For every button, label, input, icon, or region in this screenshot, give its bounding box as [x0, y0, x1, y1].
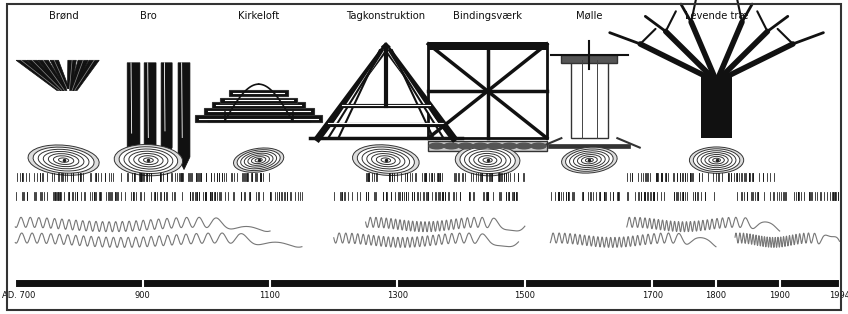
- Ellipse shape: [460, 147, 516, 174]
- Text: Levende træ: Levende træ: [685, 11, 748, 21]
- Ellipse shape: [573, 153, 605, 168]
- Text: 1900: 1900: [769, 291, 790, 300]
- Ellipse shape: [48, 154, 79, 167]
- Ellipse shape: [124, 149, 173, 171]
- Text: Mølle: Mølle: [576, 11, 603, 21]
- Ellipse shape: [134, 154, 163, 167]
- Ellipse shape: [255, 158, 262, 162]
- Ellipse shape: [570, 151, 609, 170]
- Polygon shape: [16, 60, 62, 90]
- Bar: [204, 108, 314, 115]
- Text: 1700: 1700: [642, 291, 663, 300]
- Ellipse shape: [465, 149, 510, 171]
- Ellipse shape: [241, 151, 276, 169]
- Ellipse shape: [33, 147, 94, 173]
- Ellipse shape: [129, 151, 168, 169]
- Circle shape: [531, 143, 546, 149]
- Polygon shape: [178, 63, 190, 170]
- Polygon shape: [70, 60, 88, 90]
- Bar: [701, 75, 732, 138]
- Ellipse shape: [119, 147, 178, 174]
- Circle shape: [429, 143, 444, 149]
- Polygon shape: [144, 63, 156, 170]
- Ellipse shape: [705, 154, 728, 166]
- Circle shape: [516, 143, 532, 149]
- Ellipse shape: [455, 144, 520, 176]
- Text: AD. 700: AD. 700: [2, 291, 36, 300]
- Ellipse shape: [381, 158, 391, 162]
- Ellipse shape: [566, 149, 613, 171]
- Circle shape: [458, 143, 473, 149]
- Polygon shape: [50, 60, 70, 89]
- Ellipse shape: [28, 145, 99, 175]
- Bar: [428, 44, 547, 138]
- Ellipse shape: [371, 154, 400, 167]
- Text: Bindingsværk: Bindingsværk: [453, 11, 522, 21]
- Polygon shape: [67, 60, 76, 89]
- Text: Brønd: Brønd: [48, 11, 79, 21]
- Ellipse shape: [233, 148, 284, 172]
- Polygon shape: [27, 60, 64, 90]
- Ellipse shape: [694, 149, 739, 171]
- Ellipse shape: [362, 149, 410, 171]
- Ellipse shape: [469, 151, 506, 169]
- Ellipse shape: [478, 156, 497, 165]
- Ellipse shape: [114, 144, 182, 176]
- Text: 1500: 1500: [515, 291, 535, 300]
- Circle shape: [488, 143, 503, 149]
- Ellipse shape: [59, 158, 69, 162]
- Bar: [428, 141, 547, 151]
- Ellipse shape: [709, 156, 724, 164]
- Polygon shape: [161, 63, 172, 160]
- Ellipse shape: [53, 156, 74, 165]
- Bar: [561, 55, 617, 63]
- Ellipse shape: [248, 155, 270, 165]
- Polygon shape: [72, 60, 99, 90]
- Circle shape: [472, 143, 488, 149]
- Ellipse shape: [577, 154, 601, 166]
- Ellipse shape: [585, 158, 594, 162]
- Bar: [212, 102, 305, 108]
- Text: 1300: 1300: [387, 291, 408, 300]
- Polygon shape: [127, 63, 140, 163]
- Ellipse shape: [367, 151, 404, 169]
- Ellipse shape: [582, 156, 597, 164]
- Bar: [220, 98, 297, 103]
- Ellipse shape: [697, 151, 736, 170]
- Ellipse shape: [237, 150, 280, 171]
- Text: 1100: 1100: [259, 291, 281, 300]
- Ellipse shape: [138, 156, 159, 165]
- Ellipse shape: [38, 149, 89, 171]
- Text: Bro: Bro: [140, 11, 157, 21]
- Ellipse shape: [701, 153, 732, 168]
- Ellipse shape: [244, 153, 273, 167]
- Text: 900: 900: [135, 291, 151, 300]
- Ellipse shape: [357, 147, 415, 173]
- Ellipse shape: [353, 145, 419, 176]
- Bar: [229, 90, 288, 96]
- Ellipse shape: [143, 158, 153, 162]
- Circle shape: [444, 143, 459, 149]
- Ellipse shape: [474, 154, 501, 167]
- Bar: [428, 42, 547, 50]
- Text: Kirkeloft: Kirkeloft: [238, 11, 279, 21]
- Text: 1994: 1994: [829, 291, 848, 300]
- Circle shape: [502, 143, 517, 149]
- Bar: [549, 144, 630, 148]
- Ellipse shape: [43, 151, 84, 169]
- Ellipse shape: [252, 157, 265, 164]
- Ellipse shape: [712, 158, 721, 162]
- Text: Tagkonstruktion: Tagkonstruktion: [346, 11, 426, 21]
- Bar: [195, 115, 322, 122]
- Ellipse shape: [377, 156, 395, 165]
- Polygon shape: [38, 60, 67, 90]
- Bar: [571, 60, 608, 138]
- Ellipse shape: [483, 158, 492, 162]
- Text: 1800: 1800: [706, 291, 727, 300]
- Ellipse shape: [689, 147, 744, 173]
- Ellipse shape: [561, 147, 617, 173]
